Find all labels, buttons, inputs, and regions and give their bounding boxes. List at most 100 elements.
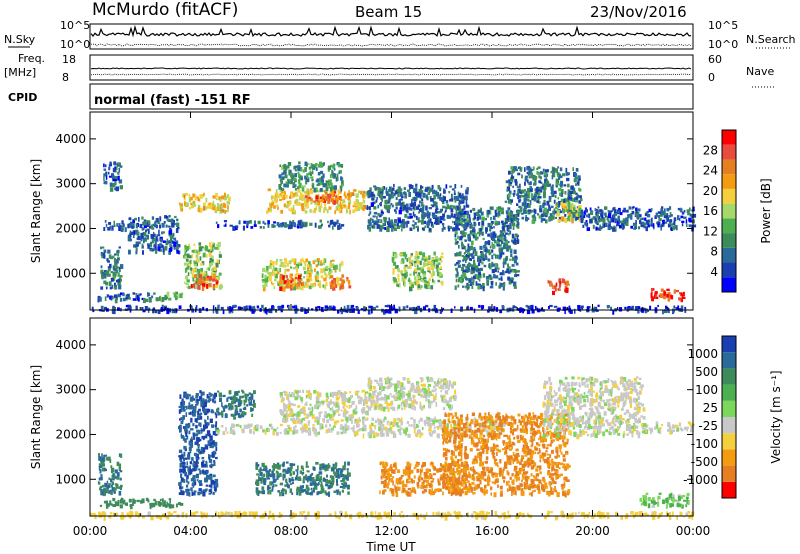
heatmap-cell (311, 472, 314, 476)
heatmap-cell (327, 480, 330, 484)
heatmap-cell (573, 178, 577, 183)
heatmap-cell (299, 259, 302, 264)
heatmap-cell (108, 483, 111, 486)
heatmap-cell (153, 502, 156, 508)
heatmap-cell (506, 246, 509, 252)
heatmap-cell (197, 207, 200, 212)
heatmap-cell (334, 280, 338, 283)
heatmap-cell (553, 199, 556, 204)
heatmap-cell (467, 263, 472, 267)
heatmap-cell (187, 467, 190, 472)
heatmap-cell (435, 264, 439, 269)
heatmap-cell (411, 203, 415, 207)
heatmap-cell (119, 500, 123, 504)
heatmap-cell (195, 403, 197, 409)
heatmap-cell (394, 265, 399, 269)
heatmap-cell (595, 307, 598, 311)
heatmap-cell (99, 485, 103, 489)
heatmap-cell (140, 238, 143, 242)
heatmap-cell (116, 257, 119, 260)
heatmap-cell (411, 284, 414, 288)
heatmap-cell (471, 267, 476, 271)
heatmap-cell (418, 208, 422, 212)
heatmap-cell (461, 243, 464, 247)
heatmap-cell (103, 168, 107, 171)
heatmap-cell (401, 228, 403, 232)
heatmap-cell (499, 309, 503, 314)
heatmap-cell (296, 224, 300, 228)
heatmap-cell (314, 165, 317, 169)
heatmap-cell (136, 237, 139, 240)
heatmap-cell (407, 216, 411, 219)
heatmap-cell (417, 260, 421, 264)
heatmap-cell (577, 212, 582, 217)
heatmap-cell (461, 277, 464, 283)
heatmap-cell (432, 278, 434, 282)
heatmap-cell (428, 260, 432, 265)
heatmap-cell (436, 222, 440, 225)
heatmap-cell (577, 183, 580, 186)
heatmap-cell (199, 415, 203, 420)
heatmap-cell (665, 213, 669, 218)
heatmap-cell (213, 207, 218, 211)
heatmap-cell (406, 189, 410, 193)
heatmap-cell (507, 195, 510, 200)
heatmap-cell (335, 277, 340, 282)
heatmap-cell (111, 175, 115, 179)
heatmap-cell (202, 491, 206, 497)
heatmap-cell (490, 222, 493, 227)
heatmap-cell (401, 259, 405, 264)
heatmap-cell (455, 278, 458, 283)
heatmap-cell (340, 431, 343, 435)
heatmap-cell (206, 470, 208, 475)
heatmap-cell (218, 196, 221, 201)
heatmap-cell (188, 412, 192, 415)
heatmap-cell (174, 291, 178, 295)
heatmap-cell (442, 218, 446, 221)
heatmap-cell (324, 191, 328, 195)
heatmap-cell (514, 179, 518, 183)
heatmap-cell (493, 273, 496, 279)
heatmap-cell (204, 399, 208, 404)
heatmap-cell (408, 260, 412, 263)
heatmap-cell (119, 275, 123, 278)
heatmap-cell (659, 225, 661, 228)
heatmap-cell (246, 220, 250, 224)
heatmap-cell (324, 464, 328, 468)
heatmap-cell (547, 280, 550, 284)
heatmap-cell (549, 213, 553, 218)
heatmap-cell (262, 284, 266, 288)
heatmap-cell (523, 205, 528, 210)
heatmap-cell (325, 483, 329, 487)
heatmap-cell (318, 197, 322, 202)
heatmap-cell (443, 196, 446, 201)
heatmap-cell (147, 220, 151, 224)
heatmap-cell (358, 190, 361, 194)
heatmap-cell (213, 484, 216, 489)
heatmap-cell (241, 413, 245, 418)
heatmap-cell (106, 294, 109, 298)
heatmap-cell (285, 181, 288, 184)
heatmap-cell (151, 216, 155, 220)
heatmap-cell (464, 255, 467, 258)
heatmap-cell (202, 252, 206, 258)
heatmap-cell (486, 279, 490, 284)
colorbar-swatch (722, 144, 736, 160)
heatmap-cell (292, 220, 295, 223)
heatmap-cell (258, 476, 260, 480)
heatmap-cell (395, 202, 398, 207)
heatmap-cell (143, 225, 147, 229)
heatmap-cell (301, 473, 304, 476)
heatmap-cell (251, 308, 255, 314)
heatmap-cell (277, 206, 279, 210)
heatmap-cell (221, 402, 223, 407)
heatmap-cell (164, 215, 168, 219)
heatmap-cell (302, 259, 305, 263)
heatmap-cell (472, 207, 476, 212)
heatmap-cell (185, 246, 188, 250)
heatmap-cell (129, 230, 132, 234)
heatmap-cell (98, 456, 102, 461)
heatmap-cell (623, 207, 626, 213)
heatmap-cell (429, 218, 432, 224)
heatmap-cell (564, 218, 567, 223)
